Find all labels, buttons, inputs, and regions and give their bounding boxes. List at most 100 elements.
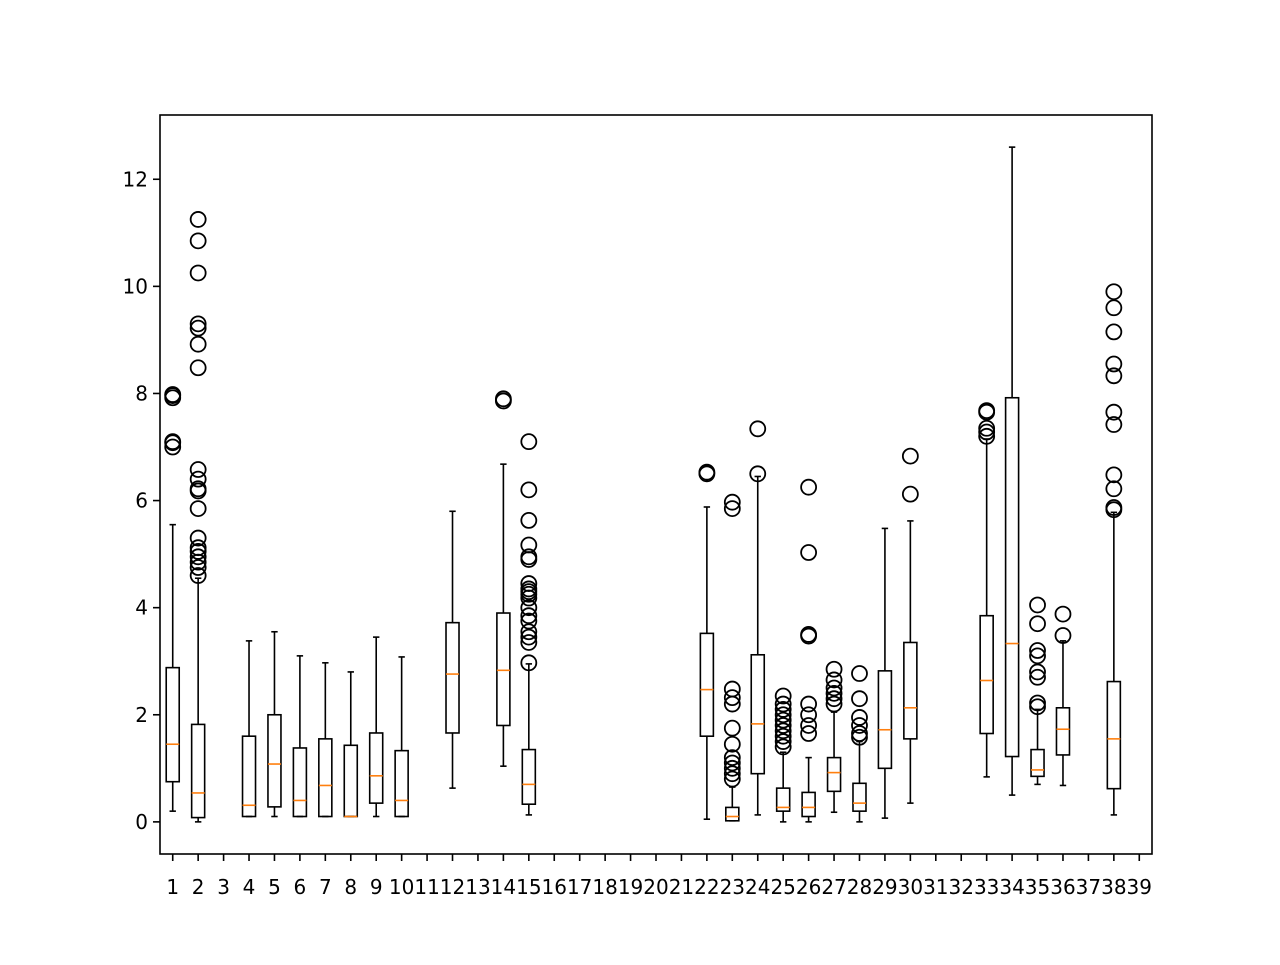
- iqr-box: [496, 612, 511, 727]
- outlier-point: [520, 607, 538, 625]
- iqr-box: [165, 666, 181, 783]
- outlier-point: [1105, 323, 1123, 341]
- x-tick-label: 27: [821, 875, 846, 899]
- outlier-point: [800, 706, 818, 724]
- outlier-point: [520, 634, 538, 651]
- x-tick-label: 34: [999, 875, 1024, 899]
- outlier-point: [978, 419, 996, 437]
- x-tick-label: 18: [592, 875, 617, 899]
- x-tick-label: 1: [166, 875, 179, 899]
- outlier-point: [520, 575, 538, 592]
- outlier-point: [901, 485, 919, 503]
- x-tick-label: 4: [243, 875, 256, 899]
- x-tick-label: 39: [1127, 875, 1152, 899]
- box-6: [292, 655, 308, 818]
- y-tick-label: 8: [135, 381, 148, 405]
- outlier-point: [800, 626, 818, 643]
- outlier-point: [520, 548, 538, 566]
- outlier-point: [1105, 355, 1123, 373]
- iqr-box: [190, 723, 206, 819]
- box-24: [749, 420, 767, 816]
- outlier-point: [749, 420, 767, 438]
- outlier-point: [851, 709, 868, 726]
- x-tick-label: 13: [465, 875, 490, 899]
- iqr-box: [699, 632, 715, 737]
- x-tick-label: 30: [898, 875, 923, 899]
- outlier-point: [825, 690, 843, 708]
- x-tick-label: 14: [491, 875, 516, 899]
- outlier-point: [164, 386, 182, 403]
- iqr-box: [801, 791, 816, 818]
- x-tick-label: 10: [389, 875, 414, 899]
- outlier-point: [978, 402, 996, 420]
- box-22: [698, 463, 716, 820]
- iqr-box: [775, 787, 791, 812]
- outlier-point: [698, 463, 716, 481]
- x-tick-label: 32: [949, 875, 974, 899]
- outlier-point: [189, 548, 207, 566]
- x-tick-label: 3: [217, 875, 230, 899]
- box-1: [164, 386, 182, 812]
- outlier-point: [189, 559, 207, 576]
- x-tick-label: 21: [669, 875, 694, 899]
- outlier-point: [723, 749, 741, 767]
- outlier-point: [774, 727, 792, 745]
- x-tick-label: 16: [542, 875, 567, 899]
- outlier-point: [520, 654, 538, 672]
- outlier-point: [189, 500, 207, 517]
- box-28: [851, 665, 868, 823]
- iqr-box: [852, 782, 867, 812]
- box-35: [1029, 596, 1046, 786]
- y-tick-label: 10: [123, 274, 148, 298]
- outlier-point: [1105, 283, 1123, 301]
- box-5: [267, 630, 282, 818]
- y-axis: 0 2 4 6 8 10 12: [123, 167, 160, 834]
- outlier-point: [1029, 663, 1046, 681]
- outlier-point: [851, 725, 868, 742]
- outlier-point: [825, 679, 843, 697]
- outlier-point: [749, 465, 767, 483]
- outlier-point: [774, 733, 792, 750]
- x-tick-label: 31: [923, 875, 948, 899]
- outlier-point: [189, 567, 207, 584]
- outlier-point: [189, 211, 207, 228]
- outlier-point: [189, 315, 207, 333]
- outlier-point: [800, 478, 818, 496]
- outlier-point: [825, 684, 843, 702]
- outlier-point: [520, 612, 538, 630]
- iqr-box: [368, 732, 384, 804]
- axes-frame: [159, 114, 1153, 855]
- x-axis: 1 2 3 4 5 6 7 8 9 10 11 12 13 14 15 16 17 18 19 20 21 22 23 24 2…: [166, 854, 1152, 899]
- iqr-box: [1030, 748, 1045, 778]
- outlier-point: [520, 580, 538, 598]
- outlier-point: [1029, 668, 1046, 686]
- box-33: [978, 402, 996, 778]
- outlier-point: [189, 319, 207, 337]
- outlier-point: [774, 701, 792, 718]
- outlier-point: [774, 717, 792, 734]
- box-9: [368, 636, 384, 818]
- outlier-point: [774, 687, 792, 705]
- outlier-point: [800, 544, 818, 561]
- outlier-point: [1105, 299, 1123, 317]
- iqr-box: [903, 641, 918, 740]
- outlier-point: [1029, 642, 1046, 659]
- outlier-point: [520, 628, 538, 646]
- outlier-point: [1105, 416, 1123, 433]
- outlier-point: [189, 529, 207, 547]
- outlier-point: [723, 759, 741, 777]
- outlier-point: [189, 264, 207, 282]
- outlier-point: [189, 470, 207, 488]
- outlier-point: [1105, 466, 1123, 484]
- y-tick-label: 6: [135, 489, 148, 513]
- outlier-point: [520, 481, 538, 499]
- iqr-box: [1004, 396, 1020, 758]
- box-36: [1054, 605, 1072, 787]
- outlier-point: [1054, 605, 1072, 623]
- plot-area: [164, 146, 1123, 823]
- x-tick-label: 26: [796, 875, 821, 899]
- iqr-box: [445, 621, 460, 734]
